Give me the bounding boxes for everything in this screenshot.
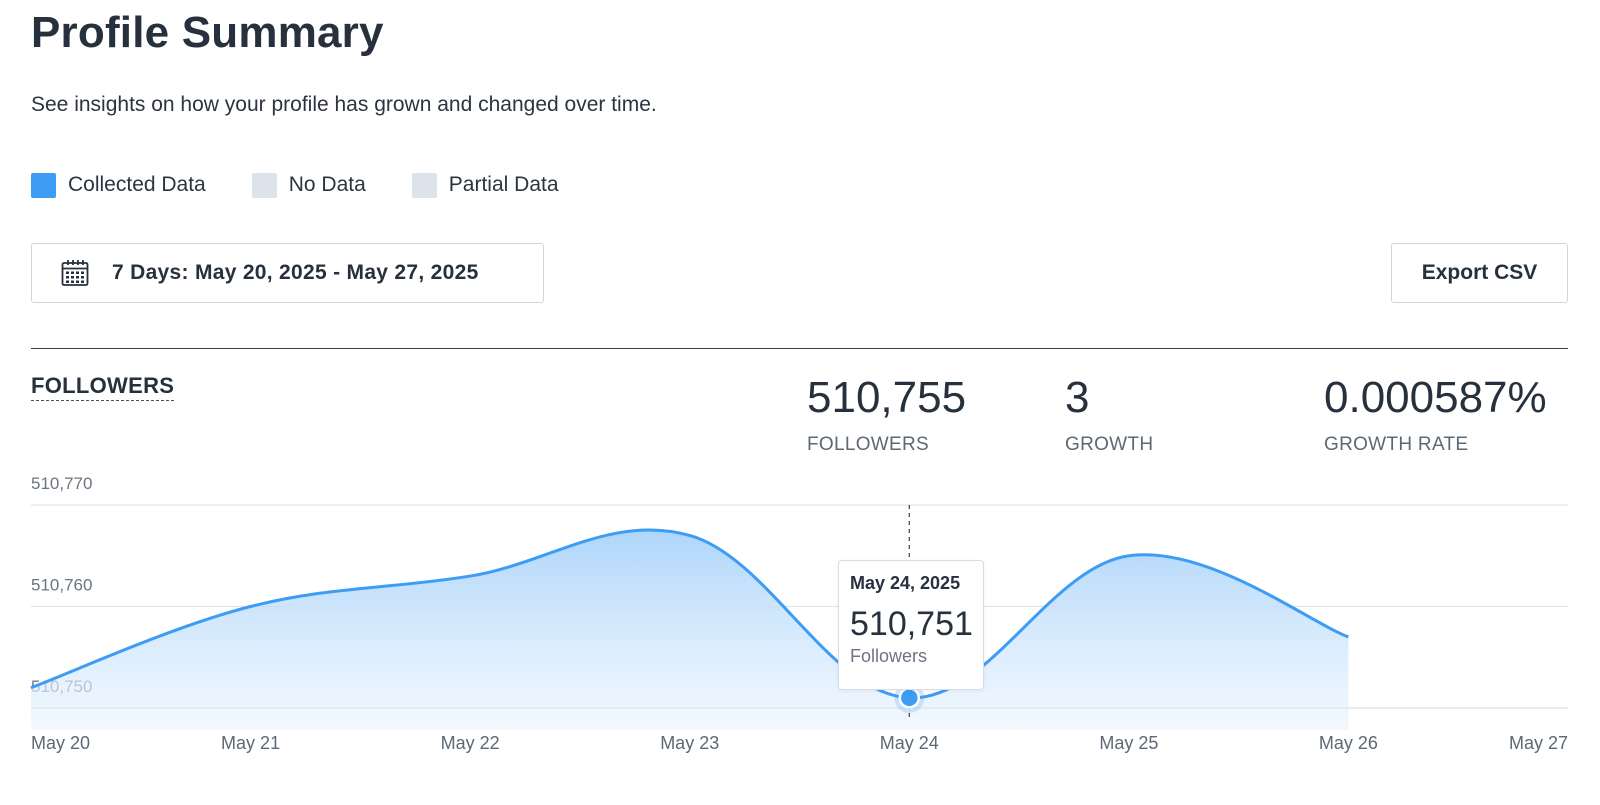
tooltip-date: May 24, 2025 bbox=[850, 573, 961, 593]
section-divider bbox=[31, 348, 1568, 349]
legend-item-partial: Partial Data bbox=[411, 172, 559, 198]
tooltip-label: Followers bbox=[850, 646, 928, 666]
date-range-button[interactable]: 7 Days: May 20, 2025 - May 27, 2025 bbox=[31, 243, 544, 303]
x-tick-label: May 21 bbox=[221, 733, 280, 753]
x-tick-label: May 27 bbox=[1509, 733, 1568, 753]
x-tick-label: May 22 bbox=[441, 733, 500, 753]
y-tick-label: 510,770 bbox=[31, 474, 92, 493]
stat-label: GROWTH RATE bbox=[1324, 434, 1469, 455]
legend-swatch-no-data bbox=[251, 172, 277, 198]
stat-value: 0.000587% bbox=[1324, 373, 1547, 422]
stat-label: FOLLOWERS bbox=[807, 434, 929, 455]
stat-followers: 510,755 FOLLOWERS bbox=[807, 372, 966, 456]
date-range-label: 7 Days: May 20, 2025 - May 27, 2025 bbox=[112, 261, 479, 284]
followers-area-fill bbox=[31, 529, 1349, 730]
stat-value: 3 bbox=[1065, 373, 1090, 422]
x-tick-label: May 20 bbox=[31, 733, 90, 753]
legend-swatch-collected bbox=[31, 172, 56, 198]
calendar-icon bbox=[61, 260, 89, 286]
x-tick-label: May 25 bbox=[1099, 733, 1158, 753]
legend-label: Partial Data bbox=[448, 173, 559, 196]
stat-growth-rate: 0.000587% GROWTH RATE bbox=[1324, 372, 1547, 456]
stat-value: 510,755 bbox=[807, 373, 967, 422]
legend-swatch-partial bbox=[411, 172, 437, 198]
followers-series-line bbox=[30, 528, 1349, 700]
page-title: Profile Summary bbox=[31, 8, 384, 57]
highlight-point bbox=[898, 687, 921, 709]
legend-label: Collected Data bbox=[68, 173, 206, 196]
stat-growth: 3 GROWTH bbox=[1065, 372, 1153, 456]
y-tick-label: 510,760 bbox=[31, 576, 92, 595]
x-tick-label: May 26 bbox=[1319, 733, 1378, 753]
tooltip-value: 510,751 bbox=[850, 605, 973, 643]
chart-legend: Collected Data No Data Partial Data bbox=[31, 171, 605, 199]
followers-section-title[interactable]: FOLLOWERS bbox=[31, 373, 175, 401]
x-tick-label: May 24 bbox=[880, 733, 939, 753]
chart-tooltip: May 24, 2025 510,751 Followers bbox=[838, 560, 984, 690]
page-subtitle: See insights on how your profile has gro… bbox=[31, 93, 657, 116]
legend-item-collected: Collected Data bbox=[31, 172, 206, 198]
x-tick-label: May 23 bbox=[660, 733, 719, 753]
stat-label: GROWTH bbox=[1065, 434, 1154, 455]
legend-item-no-data: No Data bbox=[251, 172, 366, 198]
legend-label: No Data bbox=[288, 173, 366, 196]
export-csv-button[interactable]: Export CSV bbox=[1391, 243, 1568, 303]
